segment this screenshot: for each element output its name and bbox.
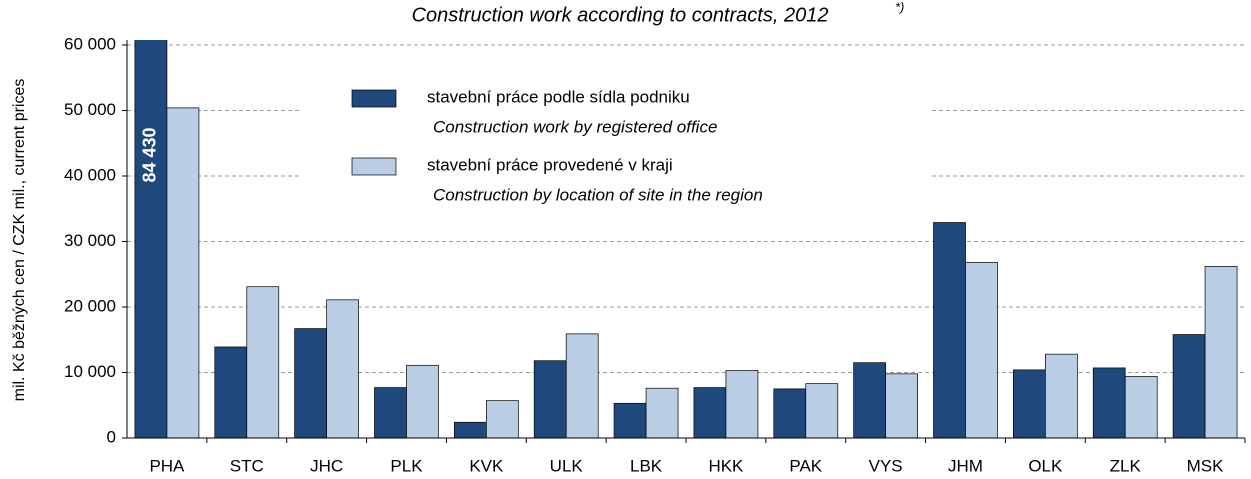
chart-title: Construction work according to contracts… [412,4,829,26]
bar [486,400,519,439]
bar [1172,334,1206,439]
bar [725,370,759,439]
legend-swatch [351,89,397,108]
bar [374,387,407,439]
x-tick-label: PLK [390,456,423,475]
bar [1092,367,1126,439]
x-tick-label: JHC [310,456,343,475]
bar [933,222,966,439]
x-tick-label: PAK [789,456,822,475]
y-tick-label: 10 000 [64,362,116,381]
legend-label: stavební práce podle sídla podniku [427,87,690,106]
bar [1013,369,1046,439]
bar [965,262,998,439]
bar [565,333,599,439]
x-tick-label: ZLK [1110,456,1142,475]
bar [454,421,487,439]
legend-background [300,78,930,203]
bar [294,328,327,439]
bar [1204,266,1238,439]
bar [885,373,918,439]
y-axis-label: mil. Kč běžných cen / CZK mil., current … [11,79,28,402]
bar [613,402,647,439]
x-tick-label: HKK [708,456,744,475]
title-note: *) [895,0,904,14]
x-tick-label: STC [230,456,264,475]
bar [1045,353,1078,439]
y-tick-label: 20 000 [64,296,116,315]
bar [246,286,280,439]
data-label: 84 430 [140,127,160,182]
x-tick-label: PHA [149,456,185,475]
x-tick-label: ULK [550,456,584,475]
y-tick-label: 0 [107,427,116,446]
bar [1124,376,1158,439]
y-tick-label: 30 000 [64,231,116,250]
y-tick-label: 60 000 [64,34,116,53]
bar [853,362,886,439]
bar [533,360,567,439]
x-tick-label: LBK [630,456,663,475]
legend-swatch [351,157,397,176]
x-tick-label: KVK [469,456,504,475]
bar [805,383,839,439]
bar [406,364,439,439]
bar [326,299,359,439]
bar [693,387,727,439]
y-tick-label: 50 000 [64,100,116,119]
bar [134,40,168,439]
legend-label-en: Construction work by registered office [433,117,717,136]
y-tick-label: 40 000 [64,165,116,184]
bar [214,346,248,439]
x-tick-label: VYS [869,456,903,475]
bar [645,387,679,439]
x-tick-label: MSK [1187,456,1225,475]
bar [773,388,807,439]
x-tick-label: OLK [1028,456,1063,475]
legend-label-en: Construction by location of site in the … [433,185,763,204]
x-tick-label: JHM [948,456,983,475]
legend-label: stavební práce provedené v kraji [427,155,673,174]
bar [166,107,200,439]
